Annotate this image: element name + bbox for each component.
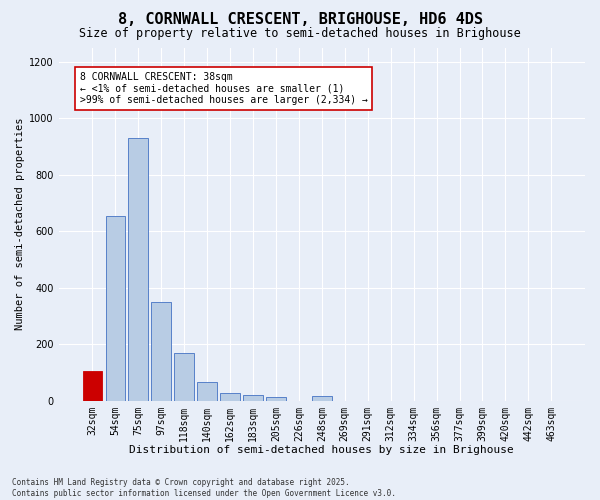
Text: 8 CORNWALL CRESCENT: 38sqm
← <1% of semi-detached houses are smaller (1)
>99% of: 8 CORNWALL CRESCENT: 38sqm ← <1% of semi… xyxy=(80,72,368,106)
Bar xyxy=(106,216,125,400)
Bar xyxy=(312,396,332,400)
Bar xyxy=(243,395,263,400)
Bar xyxy=(151,302,171,400)
Text: 8, CORNWALL CRESCENT, BRIGHOUSE, HD6 4DS: 8, CORNWALL CRESCENT, BRIGHOUSE, HD6 4DS xyxy=(118,12,482,28)
Bar xyxy=(220,393,240,400)
Text: Size of property relative to semi-detached houses in Brighouse: Size of property relative to semi-detach… xyxy=(79,28,521,40)
Bar xyxy=(175,352,194,401)
Bar xyxy=(128,138,148,400)
Text: Contains HM Land Registry data © Crown copyright and database right 2025.
Contai: Contains HM Land Registry data © Crown c… xyxy=(12,478,396,498)
Y-axis label: Number of semi-detached properties: Number of semi-detached properties xyxy=(15,118,25,330)
X-axis label: Distribution of semi-detached houses by size in Brighouse: Distribution of semi-detached houses by … xyxy=(130,445,514,455)
Bar xyxy=(197,382,217,400)
Bar xyxy=(83,371,102,400)
Bar xyxy=(266,397,286,400)
